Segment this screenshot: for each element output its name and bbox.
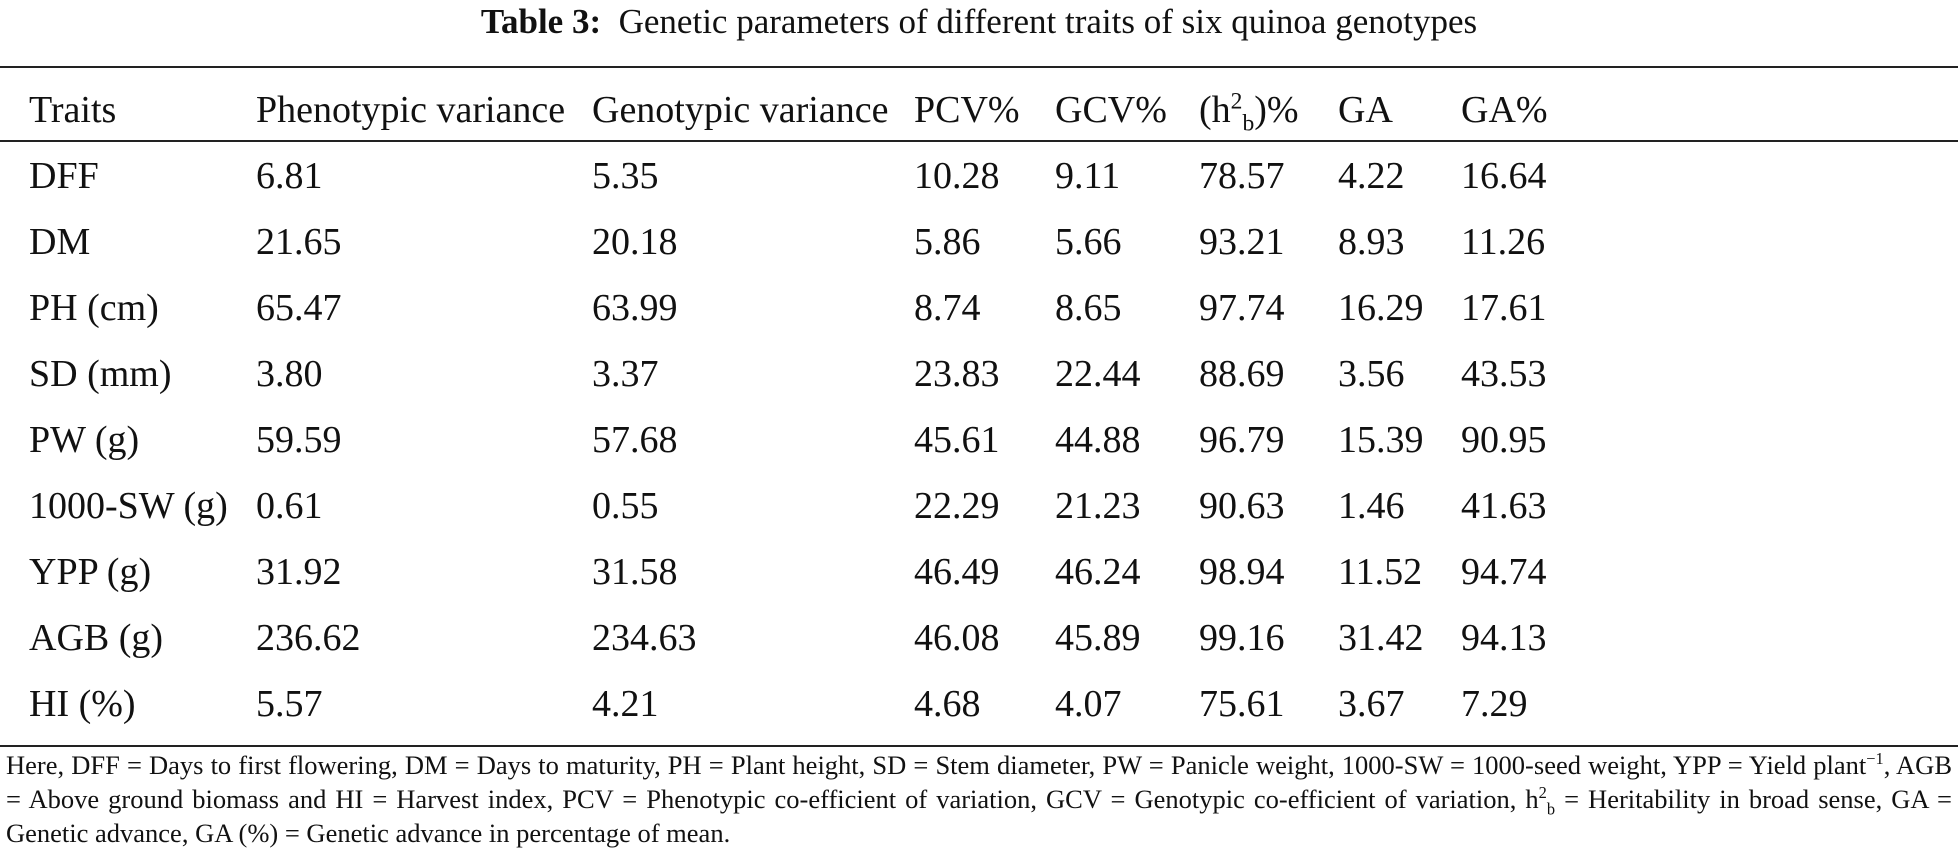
cell-phenotypic-variance: 59.59 xyxy=(256,419,342,461)
col-header-gcv: GCV% xyxy=(1055,89,1167,131)
table-body: DFF 6.81 5.35 10.28 9.11 78.57 4.22 16.64 DM 21.6… xyxy=(0,141,1958,737)
table-row: YPP (g) 31.92 31.58 46.49 46.24 98.94 11.52 94.… xyxy=(0,539,1958,605)
table-row: HI (%) 5.57 4.21 4.68 4.07 75.61 3.67 7.29 xyxy=(0,671,1958,737)
cell-phenotypic-variance: 65.47 xyxy=(256,287,342,329)
cell-trait: PW (g) xyxy=(29,419,140,461)
table-row: DFF 6.81 5.35 10.28 9.11 78.57 4.22 16.64 xyxy=(0,141,1958,209)
table-row: SD (mm) 3.80 3.37 23.83 22.44 88.69 3.56 43.53 xyxy=(0,341,1958,407)
cell-ga: 15.39 xyxy=(1338,419,1424,461)
cell-heritability: 93.21 xyxy=(1199,221,1285,263)
table-row: DM 21.65 20.18 5.86 5.66 93.21 8.93 11.26 xyxy=(0,209,1958,275)
cell-phenotypic-variance: 3.80 xyxy=(256,353,323,395)
cell-ga: 3.67 xyxy=(1338,683,1405,725)
cell-genotypic-variance: 20.18 xyxy=(592,221,678,263)
cell-pcv: 8.74 xyxy=(914,287,981,329)
table-title: Genetic parameters of different traits o… xyxy=(618,2,1478,41)
cell-heritability: 75.61 xyxy=(1199,683,1285,725)
cell-ga-percent: 16.64 xyxy=(1461,155,1547,197)
header-row: Traits Phenotypic variance Genotypic var… xyxy=(0,79,1958,141)
cell-pcv: 46.08 xyxy=(914,617,1000,659)
cell-ga: 3.56 xyxy=(1338,353,1405,395)
cell-ga: 11.52 xyxy=(1338,551,1423,593)
cell-gcv: 9.11 xyxy=(1055,155,1121,197)
cell-gcv: 21.23 xyxy=(1055,485,1141,527)
cell-pcv: 23.83 xyxy=(914,353,1000,395)
header-rule xyxy=(0,140,1958,142)
cell-phenotypic-variance: 236.62 xyxy=(256,617,361,659)
cell-trait: YPP (g) xyxy=(29,551,152,593)
cell-phenotypic-variance: 5.57 xyxy=(256,683,323,725)
table-footnote: Here, DFF = Days to first flowering, DM … xyxy=(6,749,1952,848)
cell-ga: 31.42 xyxy=(1338,617,1424,659)
cell-pcv: 5.86 xyxy=(914,221,981,263)
cell-ga-percent: 7.29 xyxy=(1461,683,1528,725)
cell-genotypic-variance: 4.21 xyxy=(592,683,659,725)
cell-genotypic-variance: 234.63 xyxy=(592,617,697,659)
cell-ga-percent: 17.61 xyxy=(1461,287,1547,329)
cell-genotypic-variance: 57.68 xyxy=(592,419,678,461)
cell-trait: HI (%) xyxy=(29,683,136,725)
cell-trait: DM xyxy=(29,221,91,263)
cell-ga: 16.29 xyxy=(1338,287,1424,329)
genetic-parameters-table: Traits Phenotypic variance Genotypic var… xyxy=(0,79,1958,737)
cell-trait: SD (mm) xyxy=(29,353,172,395)
table-row: PH (cm) 65.47 63.99 8.74 8.65 97.74 16.29 17.61 xyxy=(0,275,1958,341)
cell-heritability: 98.94 xyxy=(1199,551,1285,593)
cell-genotypic-variance: 63.99 xyxy=(592,287,678,329)
cell-ga: 8.93 xyxy=(1338,221,1405,263)
cell-gcv: 8.65 xyxy=(1055,287,1122,329)
cell-pcv: 10.28 xyxy=(914,155,1000,197)
col-header-heritability: (h2b)% xyxy=(1199,88,1299,137)
cell-ga-percent: 41.63 xyxy=(1461,485,1547,527)
cell-phenotypic-variance: 21.65 xyxy=(256,221,342,263)
cell-ga-percent: 11.26 xyxy=(1461,221,1546,263)
cell-genotypic-variance: 0.55 xyxy=(592,485,659,527)
bottom-rule xyxy=(0,745,1958,747)
cell-heritability: 99.16 xyxy=(1199,617,1285,659)
cell-gcv: 4.07 xyxy=(1055,683,1122,725)
cell-trait: AGB (g) xyxy=(29,617,164,659)
cell-heritability: 90.63 xyxy=(1199,485,1285,527)
cell-ga: 1.46 xyxy=(1338,485,1405,527)
cell-pcv: 22.29 xyxy=(914,485,1000,527)
cell-heritability: 88.69 xyxy=(1199,353,1285,395)
cell-heritability: 97.74 xyxy=(1199,287,1285,329)
cell-trait: PH (cm) xyxy=(29,287,159,329)
cell-phenotypic-variance: 6.81 xyxy=(256,155,323,197)
table-row: 1000-SW (g) 0.61 0.55 22.29 21.23 90.63 1.46 41… xyxy=(0,473,1958,539)
cell-pcv: 4.68 xyxy=(914,683,981,725)
col-header-genotypic-variance: Genotypic variance xyxy=(592,89,889,131)
cell-heritability: 78.57 xyxy=(1199,155,1285,197)
cell-gcv: 44.88 xyxy=(1055,419,1141,461)
cell-ga: 4.22 xyxy=(1338,155,1405,197)
cell-gcv: 5.66 xyxy=(1055,221,1122,263)
table-row: AGB (g) 236.62 234.63 46.08 45.89 99.16 31.42 9… xyxy=(0,605,1958,671)
col-header-pcv: PCV% xyxy=(914,89,1020,131)
col-header-ga: GA xyxy=(1338,89,1393,131)
cell-gcv: 45.89 xyxy=(1055,617,1141,659)
cell-genotypic-variance: 3.37 xyxy=(592,353,659,395)
cell-ga-percent: 90.95 xyxy=(1461,419,1547,461)
table-row: PW (g) 59.59 57.68 45.61 44.88 96.79 15.39 90.9… xyxy=(0,407,1958,473)
col-header-phenotypic-variance: Phenotypic variance xyxy=(256,89,566,131)
cell-trait: 1000-SW (g) xyxy=(29,485,228,527)
cell-genotypic-variance: 31.58 xyxy=(592,551,678,593)
table-caption: Table 3: Genetic parameters of different… xyxy=(0,0,1958,44)
col-header-traits: Traits xyxy=(29,89,117,131)
cell-phenotypic-variance: 31.92 xyxy=(256,551,342,593)
table-label: Table 3: xyxy=(480,2,602,41)
cell-ga-percent: 94.13 xyxy=(1461,617,1547,659)
cell-ga-percent: 94.74 xyxy=(1461,551,1547,593)
cell-pcv: 46.49 xyxy=(914,551,1000,593)
cell-genotypic-variance: 5.35 xyxy=(592,155,659,197)
top-rule xyxy=(0,66,1958,68)
cell-phenotypic-variance: 0.61 xyxy=(256,485,323,527)
cell-pcv: 45.61 xyxy=(914,419,1000,461)
cell-gcv: 22.44 xyxy=(1055,353,1141,395)
cell-ga-percent: 43.53 xyxy=(1461,353,1547,395)
cell-heritability: 96.79 xyxy=(1199,419,1285,461)
col-header-ga-percent: GA% xyxy=(1461,89,1548,131)
cell-trait: DFF xyxy=(29,155,99,197)
cell-gcv: 46.24 xyxy=(1055,551,1141,593)
